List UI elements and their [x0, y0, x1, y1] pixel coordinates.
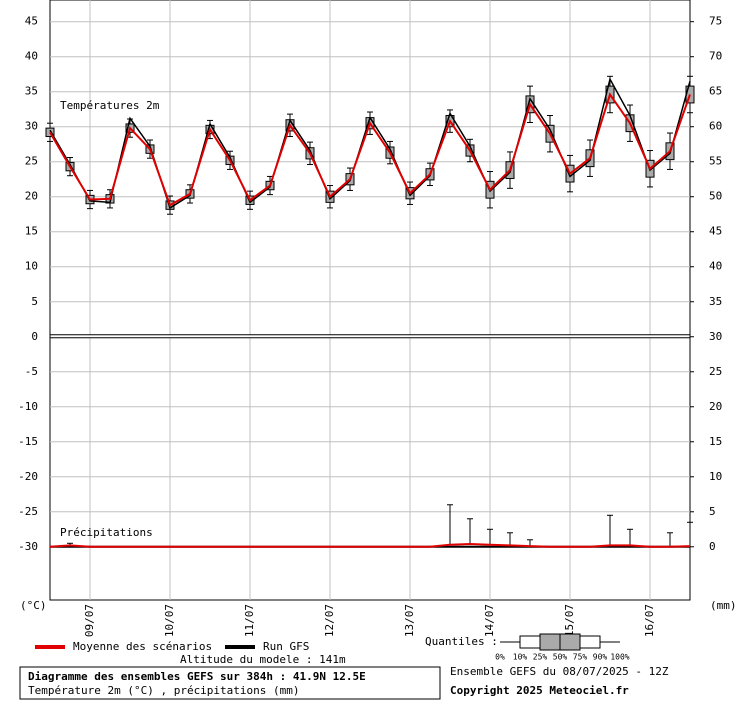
quantile-label: 90%	[593, 653, 608, 662]
y-tick-label: 25	[25, 155, 38, 168]
y-tick-label: 40	[25, 50, 38, 63]
y-tick-label: 30	[25, 120, 38, 133]
quantile-key	[500, 633, 620, 651]
series-line	[49, 92, 691, 207]
x-tick-label: 12/07	[323, 604, 336, 637]
y-unit: (°C)	[20, 599, 47, 612]
quantile-label: 0%	[495, 653, 505, 662]
x-tick-label: 15/07	[563, 604, 576, 637]
y2-tick-label: 50	[709, 190, 722, 203]
y2-tick-label: 65	[709, 85, 722, 98]
y-tick-label: -15	[18, 435, 38, 448]
quantile-label: 10%	[513, 653, 528, 662]
y2-unit: (mm)	[710, 599, 737, 612]
y-tick-label: 45	[25, 15, 38, 28]
title-box	[19, 666, 441, 700]
chart-title: Diagramme des ensembles GEFS sur 384h : …	[28, 670, 366, 683]
temp-label: Températures 2m	[60, 99, 160, 112]
y-tick-label: -5	[25, 365, 38, 378]
x-tick-label: 11/07	[243, 604, 256, 637]
y-tick-label: 35	[25, 85, 38, 98]
y2-tick-label: 20	[709, 400, 722, 413]
quantile-label: 25%	[533, 653, 548, 662]
precip-line	[49, 542, 691, 548]
y-tick-label: -30	[18, 540, 38, 553]
y-tick-label: -25	[18, 505, 38, 518]
x-tick-label: 16/07	[643, 604, 656, 637]
quantile-label: 50%	[553, 653, 568, 662]
y-tick-label: 5	[31, 295, 38, 308]
y2-tick-label: 25	[709, 365, 722, 378]
x-tick-label: 13/07	[403, 604, 416, 637]
y2-tick-label: 60	[709, 120, 722, 133]
y2-tick-label: 55	[709, 155, 722, 168]
quantile-label: 100%	[610, 653, 629, 662]
legend-label: Moyenne des scénarios	[73, 640, 212, 653]
y2-tick-label: 75	[709, 15, 722, 28]
chart-subtitle: Température 2m (°C) , précipitations (mm…	[28, 684, 300, 697]
y2-tick-label: 10	[709, 470, 722, 483]
y-tick-label: 0	[31, 330, 38, 343]
panel-separator	[49, 334, 691, 339]
y2-tick-label: 0	[709, 540, 716, 553]
y-tick-label: 10	[25, 260, 38, 273]
y2-tick-label: 35	[709, 295, 722, 308]
altitude: Altitude du modele : 141m	[180, 653, 346, 666]
x-tick-label: 10/07	[163, 604, 176, 637]
x-tick-label: 14/07	[483, 604, 496, 637]
y2-tick-label: 45	[709, 225, 722, 238]
y-tick-label: -10	[18, 400, 38, 413]
plot-area	[49, 0, 691, 601]
run-info: Ensemble GEFS du 08/07/2025 - 12Z	[450, 665, 669, 678]
x-tick-label: 09/07	[83, 604, 96, 637]
y2-tick-label: 15	[709, 435, 722, 448]
quantiles-title: Quantiles :	[425, 635, 498, 648]
quantile-label: 75%	[573, 653, 588, 662]
y-tick-label: -20	[18, 470, 38, 483]
legend-label: Run GFS	[263, 640, 309, 653]
y-tick-label: 20	[25, 190, 38, 203]
y-tick-label: 15	[25, 225, 38, 238]
y2-tick-label: 70	[709, 50, 722, 63]
precip-label: Précipitations	[60, 526, 153, 539]
y2-tick-label: 30	[709, 330, 722, 343]
copyright: Copyright 2025 Meteociel.fr	[450, 684, 629, 697]
y2-tick-label: 40	[709, 260, 722, 273]
y2-tick-label: 5	[709, 505, 716, 518]
